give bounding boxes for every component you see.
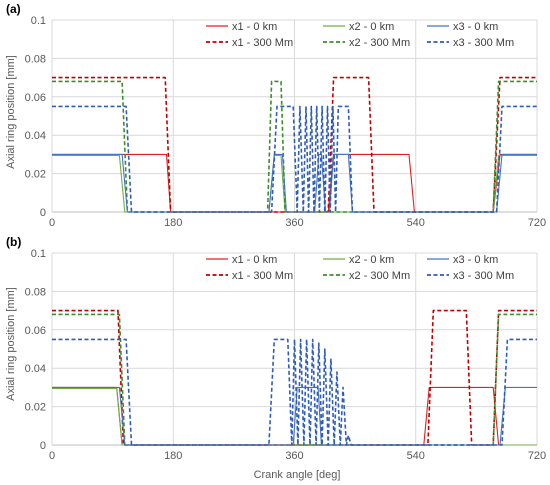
panel-b-legend-label-4: x3 - 0 km <box>453 254 498 266</box>
panel-b-series-1 <box>52 309 537 446</box>
panel-a-y-tick-0.06: 0.06 <box>25 92 46 104</box>
panel-b-x-tick-0: 0 <box>49 450 55 462</box>
panel-a-x-tick-0: 0 <box>49 217 55 229</box>
panel-b-legend-label-3: x2 - 300 Mm <box>349 270 410 282</box>
panel-a-x-tick-360: 360 <box>285 217 303 229</box>
panel-b-series-3 <box>52 313 537 446</box>
panel-a-series-5 <box>52 105 537 213</box>
panel-a-legend-label-4: x3 - 0 km <box>453 21 498 33</box>
panel-b-y-ticks: 0 0.02 0.04 0.06 0.08 0.1 <box>25 248 46 452</box>
panel-b-plot-area <box>52 309 537 446</box>
panel-b-legend-label-5: x3 - 300 Mm <box>453 270 514 282</box>
panel-b-legend-label-1: x1 - 300 Mm <box>232 270 293 282</box>
panel-a-legend-label-1: x1 - 300 Mm <box>232 37 293 49</box>
panel-b-legend-label-0: x1 - 0 km <box>232 254 277 266</box>
panel-b-y-axis-title: Axial ring position [mm] <box>5 287 17 401</box>
panel-b-legend: x1 - 0 km x1 - 300 Mm x2 - 0 km x2 - 300 Mm… <box>206 254 514 282</box>
panel-a-legend-label-3: x2 - 300 Mm <box>349 37 410 49</box>
panel-b-x-tick-180: 180 <box>164 450 182 462</box>
panel-b-series-5 <box>52 338 537 446</box>
panel-b-y-tick-0.08: 0.08 <box>25 286 46 298</box>
panel-a-y-tick-0.08: 0.08 <box>25 53 46 65</box>
panel-b-x-tick-720: 720 <box>528 450 546 462</box>
panel-a-y-axis-title: Axial ring position [mm] <box>5 55 17 169</box>
panel-b-y-tick-0.04: 0.04 <box>25 363 46 375</box>
panel-b-x-tick-540: 540 <box>407 450 425 462</box>
panel-a-y-tick-0.04: 0.04 <box>25 130 46 142</box>
panel-a-legend-label-2: x2 - 0 km <box>349 21 394 33</box>
panel-a-legend-label-5: x3 - 300 Mm <box>453 37 514 49</box>
panel-b-legend-label-2: x2 - 0 km <box>349 254 394 266</box>
panel-a-legend: x1 - 0 km x1 - 300 Mm x2 - 0 km x2 - 300 Mm… <box>206 21 514 49</box>
panel-a: 0 0.02 0.04 0.06 0.08 0.1 0 180 360 540 720 (a) A… <box>5 2 546 229</box>
panel-a-x-ticks: 0 180 360 540 720 <box>49 217 546 229</box>
panel-b-x-ticks: 0 180 360 540 720 <box>49 450 546 462</box>
x-axis-title: Crank angle [deg] <box>254 469 341 481</box>
panel-b-y-tick-0.1: 0.1 <box>31 248 46 260</box>
panel-a-label: (a) <box>6 2 21 16</box>
panel-b-label: (b) <box>6 235 21 249</box>
panel-b-x-tick-360: 360 <box>285 450 303 462</box>
panel-a-legend-label-0: x1 - 0 km <box>232 21 277 33</box>
panel-b-y-tick-0.02: 0.02 <box>25 402 46 414</box>
panel-b-y-tick-0: 0 <box>40 440 46 452</box>
panel-a-y-tick-0.1: 0.1 <box>31 15 46 27</box>
panel-a-x-tick-720: 720 <box>528 217 546 229</box>
panel-a-y-tick-0.02: 0.02 <box>25 169 46 181</box>
panel-b-y-tick-0.06: 0.06 <box>25 325 46 337</box>
panel-a-x-tick-540: 540 <box>407 217 425 229</box>
panel-a-x-tick-180: 180 <box>164 217 182 229</box>
panel-b: 0 0.02 0.04 0.06 0.08 0.1 0 180 360 540 720 (b) A… <box>5 235 546 462</box>
panel-a-series-3 <box>52 80 537 213</box>
panel-a-plot-area <box>52 76 537 213</box>
panel-a-y-ticks: 0 0.02 0.04 0.06 0.08 0.1 <box>25 15 46 219</box>
panel-a-y-tick-0: 0 <box>40 207 46 219</box>
panel-a-series-2 <box>52 154 537 213</box>
